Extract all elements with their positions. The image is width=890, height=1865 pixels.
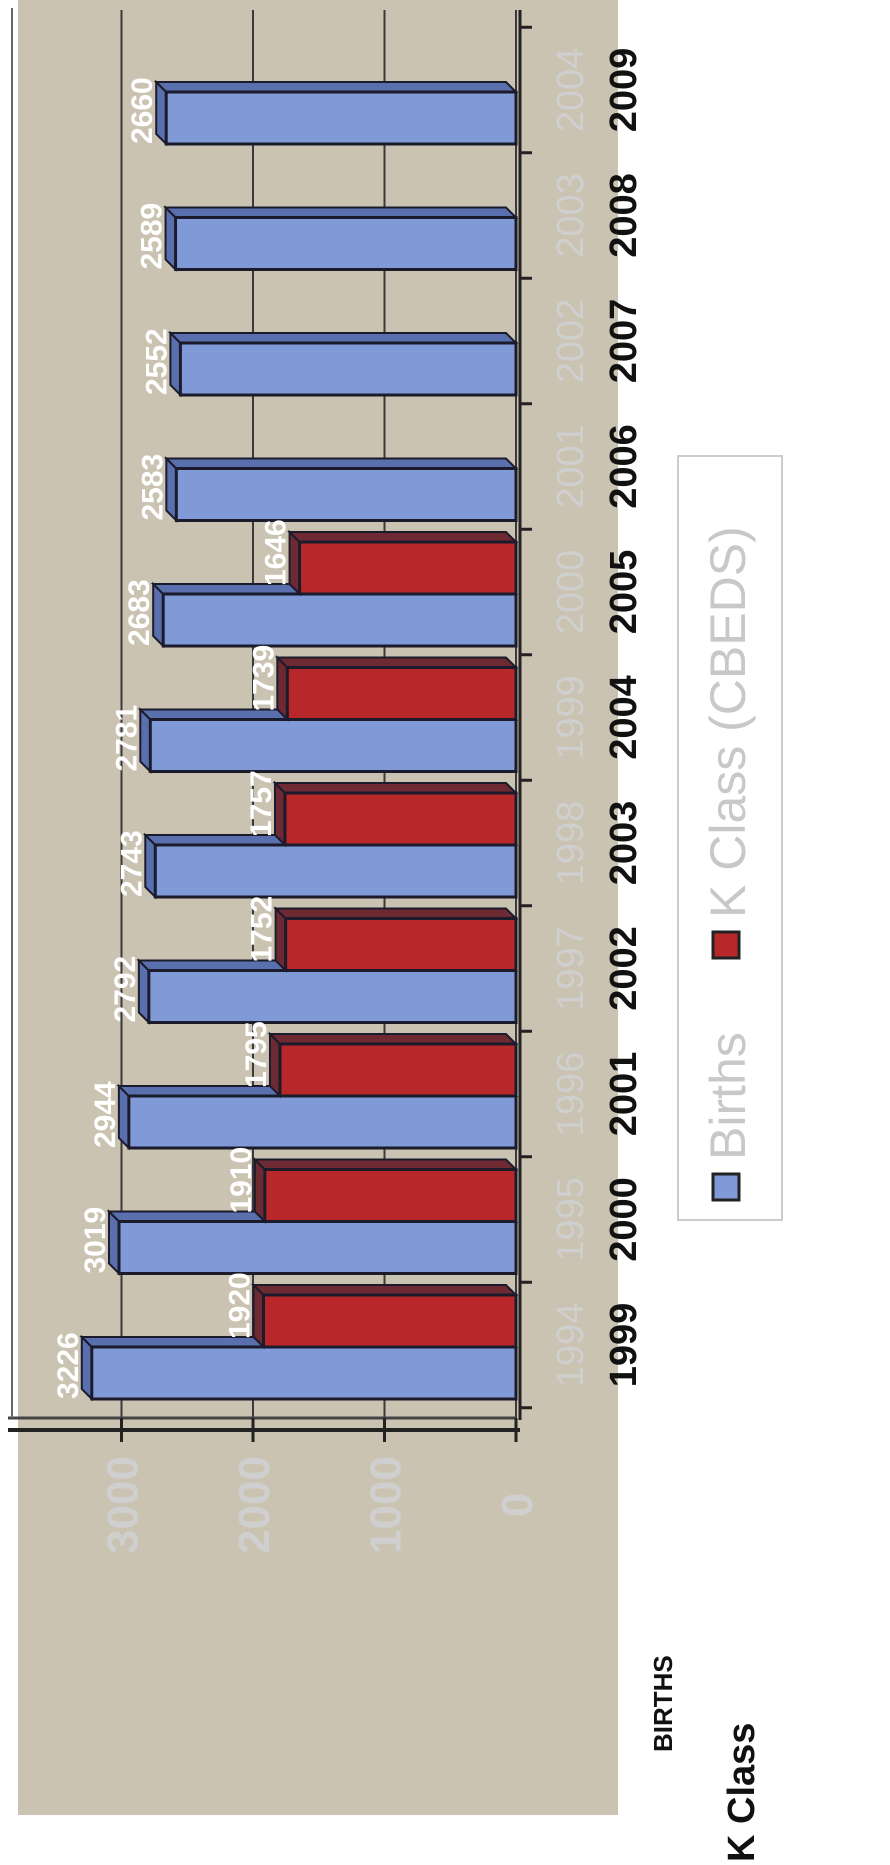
kclass-year-label: 2003 bbox=[603, 801, 645, 886]
kclass-bar bbox=[263, 1168, 518, 1223]
value-tick-label-1000: 1000 bbox=[362, 1456, 411, 1554]
births-year-label: 1998 bbox=[550, 801, 592, 886]
row-labels: BIRTHS K Class bbox=[648, 1655, 763, 1862]
legend-births-label: Births bbox=[700, 1032, 756, 1160]
kclass-year-label: 2004 bbox=[603, 675, 645, 760]
value-labels: 3226 1920 3019 1910 2944 1795 2792 1752 2743 1757… bbox=[52, 77, 293, 1399]
births-bar bbox=[117, 1220, 518, 1275]
kclass-value-label: 1752 bbox=[246, 896, 279, 963]
births-bar bbox=[153, 843, 518, 899]
births-year-label: 1994 bbox=[550, 1303, 592, 1388]
kclass-bar bbox=[298, 540, 518, 596]
births-value-label: 2583 bbox=[136, 454, 169, 521]
kclass-value-label: 1739 bbox=[247, 645, 280, 712]
kclass-year-label: 2005 bbox=[603, 550, 645, 635]
kclass-value-label: 1757 bbox=[245, 770, 278, 837]
kclass-year-label: 2008 bbox=[603, 173, 645, 258]
kclass-year-label: 2000 bbox=[603, 1177, 645, 1262]
kclass-value-label: 1910 bbox=[225, 1147, 258, 1214]
births-row-label: BIRTHS bbox=[648, 1655, 678, 1752]
legend-kclass-label: K Class (CBEDS) bbox=[700, 526, 756, 918]
category-axis: 1994 1995 1996 1997 1998 1999 2000 2001 2002 2003… bbox=[518, 10, 645, 1420]
kclass-year-label: 2007 bbox=[603, 299, 645, 384]
value-tick-label-3000: 3000 bbox=[99, 1456, 148, 1554]
bars bbox=[79, 79, 519, 1402]
kclass-bar bbox=[283, 791, 518, 847]
births-value-label: 2660 bbox=[126, 77, 159, 144]
births-bar bbox=[127, 1094, 518, 1150]
births-value-label: 2792 bbox=[109, 956, 142, 1023]
legend-births-swatch bbox=[711, 1172, 741, 1202]
births-value-label: 2683 bbox=[123, 579, 156, 646]
kclass-year-label: 2009 bbox=[603, 48, 645, 133]
births-value-label: 2944 bbox=[89, 1081, 122, 1148]
kclass-value-label: 1920 bbox=[224, 1272, 257, 1339]
value-tick-label-0: 0 bbox=[493, 1493, 542, 1517]
births-year-label: 2002 bbox=[550, 299, 592, 384]
kclass-year-label: 2002 bbox=[603, 926, 645, 1011]
births-bar bbox=[178, 341, 518, 397]
births-year-label: 2001 bbox=[550, 424, 592, 509]
births-year-label: 1999 bbox=[550, 675, 592, 760]
births-bar bbox=[174, 216, 518, 271]
births-bar bbox=[164, 90, 518, 146]
kclass-bar bbox=[284, 917, 518, 972]
kclass-row-label: K Class bbox=[721, 1723, 763, 1862]
births-year-label: 1996 bbox=[550, 1052, 592, 1137]
births-value-label: 3226 bbox=[52, 1332, 85, 1399]
births-value-label: 2781 bbox=[110, 705, 143, 772]
legend-box bbox=[677, 455, 783, 1221]
legend: Births K Class (CBEDS) bbox=[677, 455, 783, 1221]
births-value-label: 2552 bbox=[140, 328, 173, 395]
value-tick-label-2000: 2000 bbox=[230, 1456, 279, 1554]
births-value-label: 3019 bbox=[79, 1207, 112, 1274]
births-bar bbox=[148, 718, 518, 773]
births-bar bbox=[174, 467, 518, 522]
births-year-label: 1997 bbox=[550, 926, 592, 1011]
births-year-label: 2000 bbox=[550, 550, 592, 635]
kclass-year-label: 2001 bbox=[603, 1052, 645, 1137]
births-year-label: 2004 bbox=[550, 48, 592, 133]
births-year-label: 2003 bbox=[550, 173, 592, 258]
births-bar bbox=[90, 1345, 518, 1401]
kclass-year-label: 1999 bbox=[603, 1303, 645, 1388]
legend-kclass-swatch bbox=[711, 930, 741, 960]
kclass-value-label: 1646 bbox=[260, 519, 293, 586]
births-bar bbox=[147, 969, 518, 1024]
kclass-bar bbox=[278, 1042, 518, 1098]
value-axis: 0 1000 2000 3000 bbox=[8, 1418, 542, 1554]
kclass-bar bbox=[262, 1293, 518, 1349]
kclass-value-label: 1795 bbox=[240, 1021, 273, 1088]
births-bar bbox=[161, 592, 518, 648]
births-year-label: 1995 bbox=[550, 1177, 592, 1262]
births-value-label: 2743 bbox=[115, 830, 148, 897]
kclass-year-label: 2006 bbox=[603, 424, 645, 509]
births-value-label: 2589 bbox=[136, 203, 169, 270]
kclass-bar bbox=[285, 666, 518, 721]
